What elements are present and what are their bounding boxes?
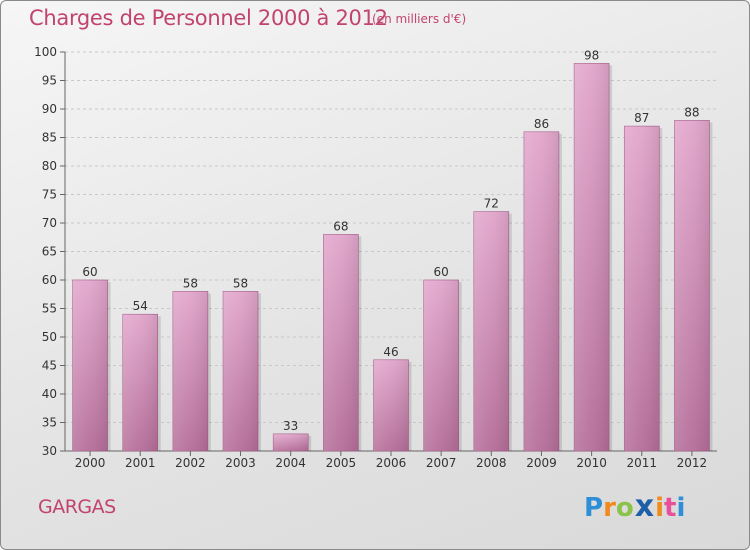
y-tick-label: 35 [42,416,57,430]
x-tick-label: 2004 [275,456,306,470]
data-label: 72 [484,197,499,211]
bar-highlight [473,211,509,451]
y-tick-label: 70 [42,216,57,230]
y-tick-label: 95 [42,74,57,88]
x-tick-label: 2002 [175,456,206,470]
bar-highlight [273,433,309,451]
y-tick-label: 90 [42,102,57,116]
commune-name: GARGAS [38,496,116,518]
y-tick-label: 45 [42,359,57,373]
y-tick-label: 65 [42,245,57,259]
y-tick-label: 75 [42,188,57,202]
y-tick-label: 40 [42,387,57,401]
data-label: 58 [183,276,198,290]
bar-highlight [624,126,660,451]
x-tick-label: 2007 [426,456,457,470]
data-label: 88 [684,105,699,119]
logo-letter: P [584,493,604,523]
x-tick-label: 2012 [677,456,708,470]
y-tick-label: 60 [42,273,57,287]
y-tick-label: 85 [42,131,57,145]
y-tick-label: 50 [42,330,57,344]
data-label: 33 [283,419,298,433]
logo-letter: t [664,493,677,523]
bar-highlight [122,314,158,451]
bar-highlight [373,359,409,451]
data-label: 60 [82,265,97,279]
bar-highlight [72,280,108,451]
x-tick-label: 2008 [476,456,507,470]
proxiti-logo: Proxiti [584,489,685,524]
bars [72,63,713,452]
bar-highlight [674,120,710,452]
bar-highlight [223,291,259,451]
x-tick-label: 2006 [376,456,407,470]
data-label: 98 [584,48,599,62]
logo-letter: i [655,493,665,523]
data-label: 54 [133,299,148,313]
logo-letter: i [676,493,686,523]
x-tick-label: 2000 [75,456,106,470]
bar-highlight [323,234,359,451]
chart-title: Charges de Personnel 2000 à 2012 [29,6,388,30]
y-tick-label: 55 [42,302,57,316]
data-label: 58 [233,276,248,290]
data-label: 46 [383,345,398,359]
logo-letter: r [603,493,616,523]
chart-subtitle: (en milliers d'€) [372,12,467,26]
x-tick-label: 2001 [125,456,156,470]
logo-letter: o [615,493,634,523]
labels: 2000 60 2001 54 2002 58 2003 58 2004 33 2005 68 2006… [75,48,707,470]
bar-highlight [523,131,559,452]
y-tick-label: 100 [34,45,57,59]
data-label: 60 [434,265,449,279]
bar-highlight [574,63,610,452]
x-tick-label: 2005 [326,456,357,470]
data-label: 87 [634,111,649,125]
y-tick-label: 30 [42,444,57,458]
data-label: 86 [534,117,549,131]
x-tick-label: 2009 [526,456,557,470]
x-tick-label: 2011 [626,456,657,470]
y-tick-label: 80 [42,159,57,173]
bar-highlight [172,291,208,451]
data-label: 68 [333,219,348,233]
x-tick-label: 2010 [576,456,607,470]
logo-letter: x [634,489,655,524]
bar-highlight [423,280,459,451]
x-tick-label: 2003 [225,456,256,470]
